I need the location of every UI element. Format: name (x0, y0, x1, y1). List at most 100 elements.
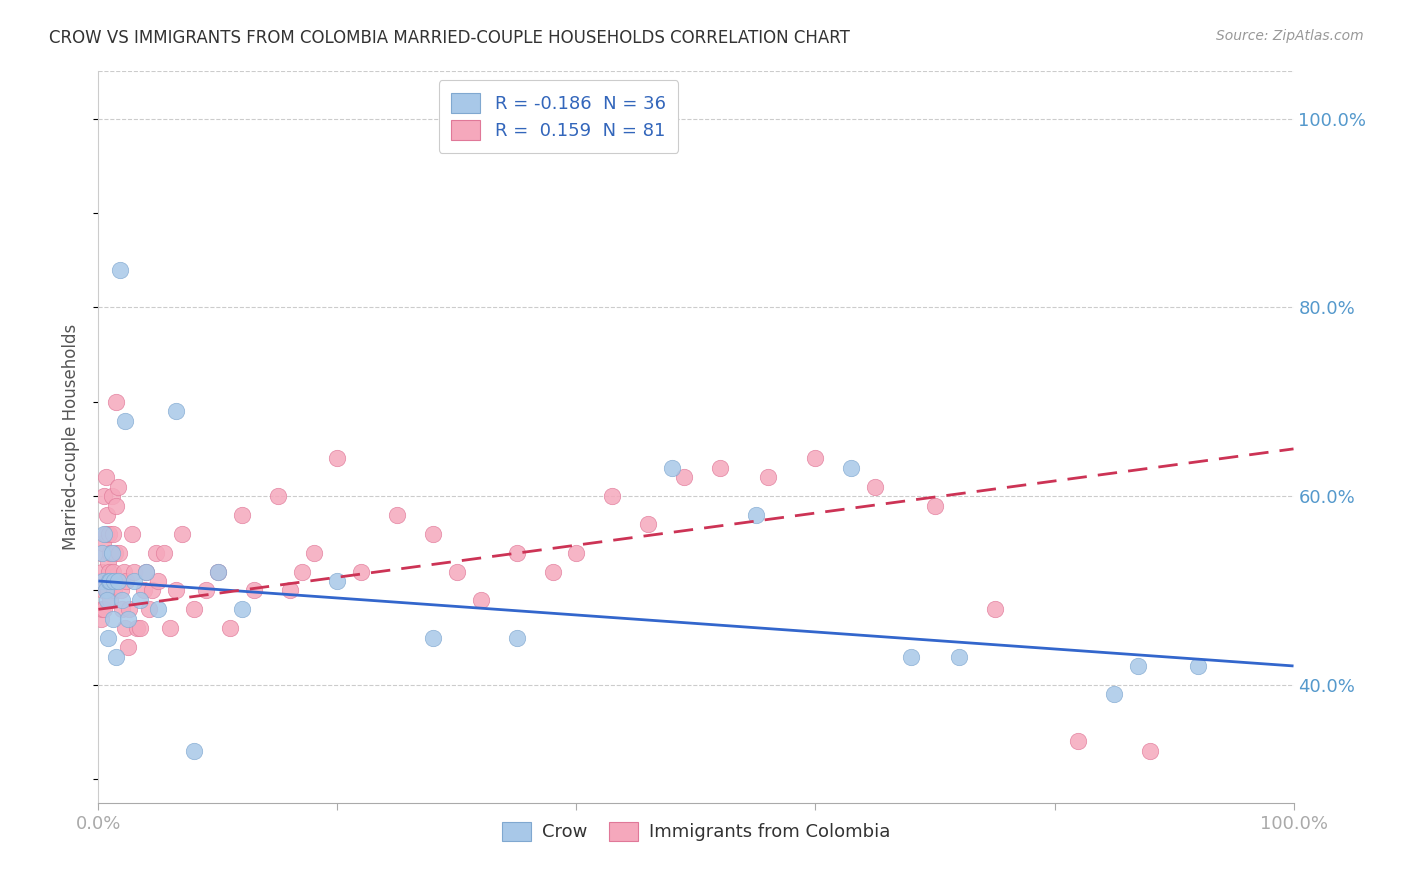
Point (231, 602, 253, 616)
Point (93, 526, 115, 541)
Point (105, 394, 128, 409)
Legend: Crow, Immigrants from Colombia: Crow, Immigrants from Colombia (495, 814, 897, 848)
Point (804, 451, 827, 466)
Point (219, 621, 242, 635)
Point (103, 574, 125, 588)
Point (159, 621, 181, 635)
Point (165, 583, 187, 598)
Point (135, 565, 157, 579)
Point (114, 621, 136, 635)
Point (94, 470, 117, 484)
Point (326, 451, 349, 466)
Point (183, 602, 205, 616)
Point (98, 574, 122, 588)
Point (107, 574, 129, 588)
Point (108, 574, 131, 588)
Point (98, 565, 121, 579)
Text: CROW VS IMMIGRANTS FROM COLOMBIA MARRIED-COUPLE HOUSEHOLDS CORRELATION CHART: CROW VS IMMIGRANTS FROM COLOMBIA MARRIED… (49, 29, 851, 46)
Point (841, 460, 863, 475)
Point (89, 574, 111, 588)
Point (90, 546, 112, 560)
Point (129, 593, 152, 607)
Point (118, 602, 141, 616)
Point (172, 526, 194, 541)
Point (101, 526, 124, 541)
Point (138, 602, 160, 616)
Point (661, 460, 683, 475)
Point (124, 574, 146, 588)
Point (114, 413, 136, 427)
Point (207, 565, 229, 579)
Point (326, 574, 349, 588)
Point (96, 583, 118, 598)
Point (865, 480, 887, 494)
Point (97, 555, 120, 569)
Point (101, 612, 124, 626)
Point (506, 546, 529, 560)
Point (195, 583, 218, 598)
Point (267, 489, 290, 503)
Point (111, 602, 134, 616)
Point (93, 489, 115, 503)
Point (145, 546, 167, 560)
Point (243, 583, 266, 598)
Point (1139, 744, 1161, 758)
Point (422, 631, 444, 645)
Point (1067, 734, 1090, 748)
Point (1104, 687, 1126, 701)
Point (948, 649, 970, 664)
Point (165, 404, 187, 418)
Point (673, 470, 696, 484)
Point (107, 546, 129, 560)
Point (900, 649, 922, 664)
Point (101, 565, 124, 579)
Point (1187, 659, 1209, 673)
Point (183, 744, 205, 758)
Point (129, 621, 152, 635)
Point (108, 262, 131, 277)
Point (98, 526, 121, 541)
Point (565, 546, 588, 560)
Point (97, 583, 120, 598)
Point (924, 499, 946, 513)
Point (148, 574, 170, 588)
Point (91, 574, 114, 588)
Point (91, 565, 114, 579)
Point (91, 583, 114, 598)
Point (541, 565, 564, 579)
Point (111, 593, 134, 607)
Y-axis label: Married-couple Households: Married-couple Households (62, 324, 80, 550)
Point (756, 470, 779, 484)
Point (984, 602, 1007, 616)
Point (422, 526, 444, 541)
Point (141, 583, 163, 598)
Point (745, 508, 768, 522)
Point (291, 565, 314, 579)
Point (96, 593, 118, 607)
Point (637, 517, 659, 532)
Point (506, 631, 529, 645)
Point (104, 546, 127, 560)
Point (90, 612, 112, 626)
Point (93, 602, 115, 616)
Point (709, 460, 731, 475)
Point (1128, 659, 1150, 673)
Point (121, 526, 143, 541)
Point (278, 583, 301, 598)
Point (98, 593, 122, 607)
Point (91, 536, 114, 550)
Point (107, 480, 129, 494)
Point (105, 649, 128, 664)
Point (125, 621, 148, 635)
Point (96, 508, 118, 522)
Point (148, 602, 170, 616)
Point (117, 640, 139, 654)
Point (91, 546, 114, 560)
Point (100, 546, 122, 560)
Point (231, 508, 253, 522)
Point (135, 565, 157, 579)
Point (100, 574, 122, 588)
Point (97, 631, 120, 645)
Point (385, 508, 409, 522)
Point (446, 565, 468, 579)
